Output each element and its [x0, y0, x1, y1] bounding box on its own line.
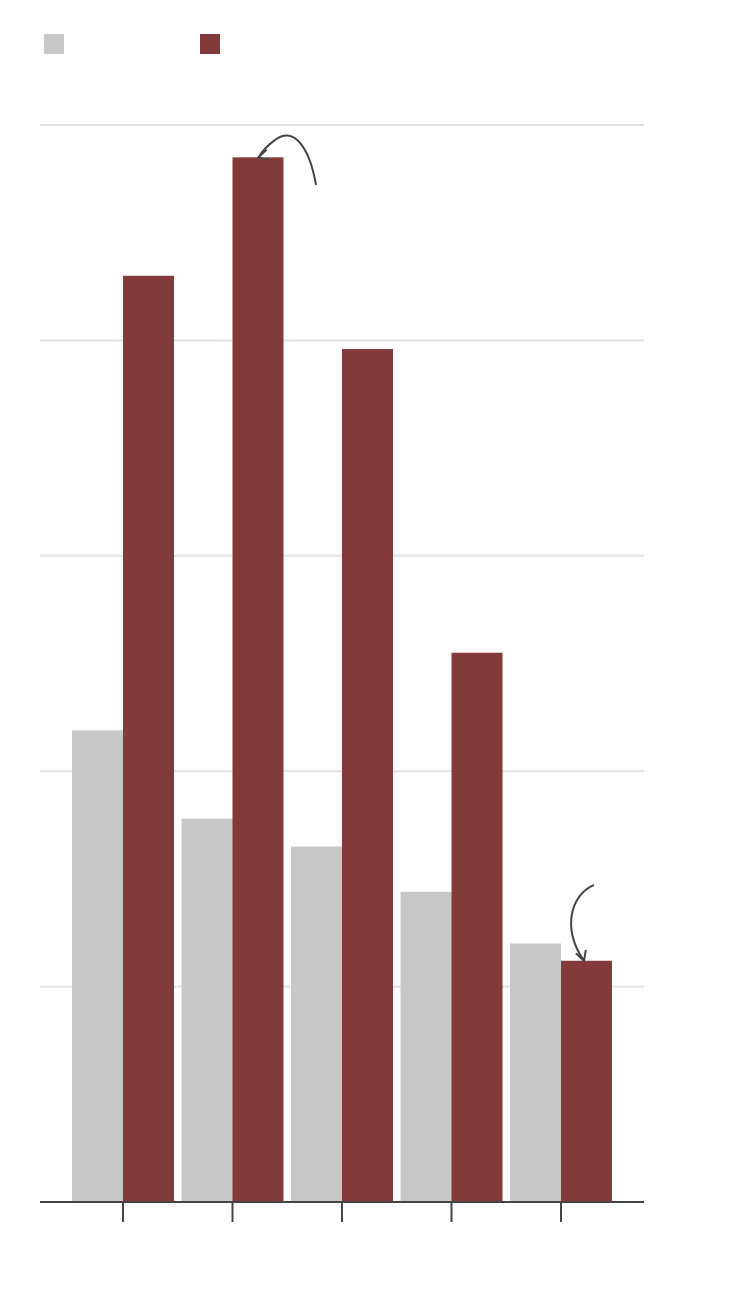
bar: [181, 818, 233, 1202]
bar: [451, 652, 503, 1202]
legend-item: [44, 34, 64, 54]
bar: [510, 943, 561, 1202]
x-axis: [40, 1201, 644, 1222]
legend: [44, 34, 220, 54]
bar: [123, 275, 174, 1202]
bar: [561, 960, 612, 1202]
bar: [291, 846, 342, 1202]
annotation-arrow: [570, 884, 595, 963]
legend-swatch: [200, 34, 220, 54]
bar: [342, 349, 393, 1202]
bars: [72, 157, 612, 1202]
legend-swatch: [44, 34, 64, 54]
legend-item: [200, 34, 220, 54]
bar: [72, 730, 123, 1202]
annotations: [256, 134, 595, 963]
bar: [232, 157, 284, 1202]
annotation-arrow: [256, 134, 317, 186]
bar: [400, 891, 452, 1202]
